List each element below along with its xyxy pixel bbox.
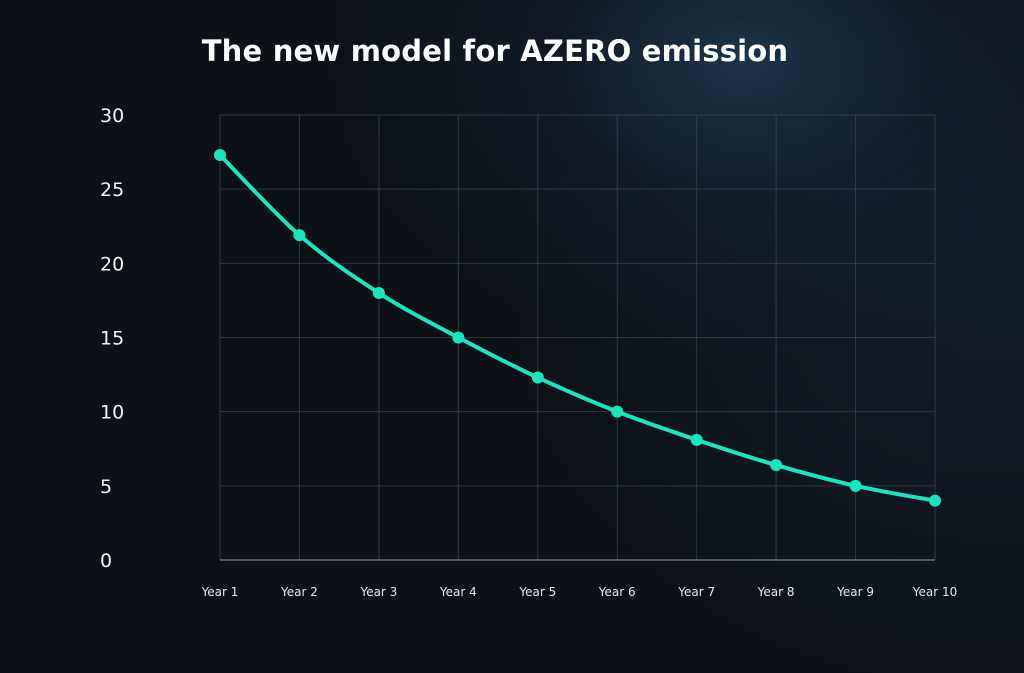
chart-title-emphasis: AZERO emission xyxy=(520,34,789,68)
y-tick-label: 0 xyxy=(100,550,112,572)
y-tick-label: 15 xyxy=(100,328,124,350)
data-point xyxy=(214,149,226,162)
x-tick-label: Year 5 xyxy=(518,585,556,599)
x-tick-label: Year 6 xyxy=(598,585,636,599)
data-point xyxy=(770,459,783,472)
line-layer xyxy=(218,153,937,503)
x-tick-label: Year 1 xyxy=(201,585,239,599)
x-tick-label: Year 7 xyxy=(677,585,715,599)
data-point xyxy=(849,479,862,492)
y-tick-label: 25 xyxy=(100,179,124,201)
x-tick-label: Year 8 xyxy=(757,585,795,599)
grid-layer xyxy=(219,114,936,560)
data-point xyxy=(929,494,941,507)
x-tick-label: Year 4 xyxy=(439,585,477,599)
series-line xyxy=(218,153,937,503)
chart-title: The new model for AZERO emission xyxy=(0,34,990,68)
data-point xyxy=(611,405,624,418)
label-layer: 0 5 10 15 20 25 30 Year 1 Year 2 Year 3 Year 4 Year… xyxy=(100,105,957,599)
data-point xyxy=(372,287,385,299)
y-tick-label: 10 xyxy=(100,402,124,424)
data-point xyxy=(293,229,306,242)
chart-title-prefix: The new model for xyxy=(201,34,510,68)
data-point xyxy=(690,433,703,446)
y-tick-label: 20 xyxy=(100,253,124,275)
x-tick-label: Year 3 xyxy=(359,585,397,599)
x-tick-label: Year 9 xyxy=(836,585,874,599)
x-tick-label: Year 2 xyxy=(280,585,318,599)
marker-layer xyxy=(214,149,941,507)
data-point xyxy=(452,331,465,344)
x-tick-label: Year 10 xyxy=(912,585,958,599)
data-point xyxy=(531,371,544,384)
y-tick-label: 5 xyxy=(100,476,112,498)
y-tick-label: 30 xyxy=(100,105,124,127)
